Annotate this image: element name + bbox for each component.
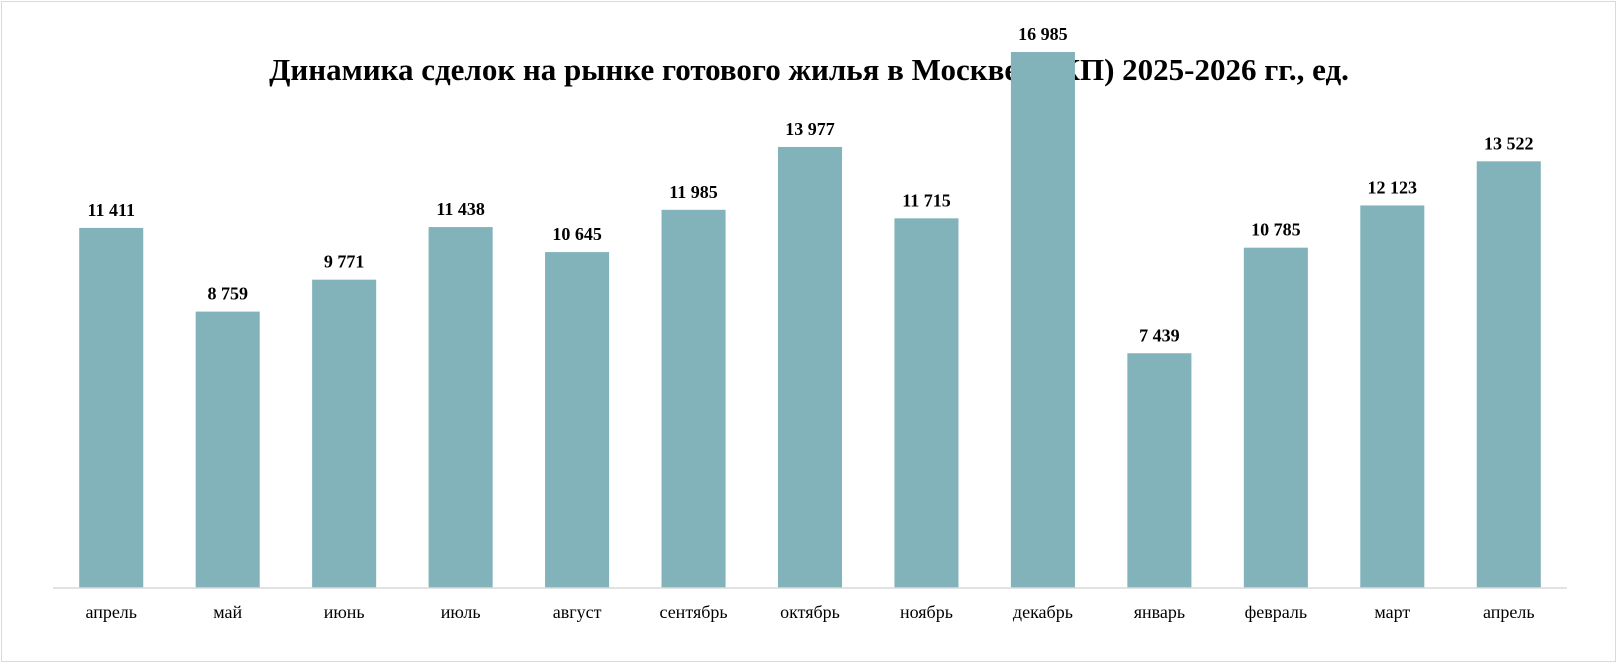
category-label: декабрь (1013, 602, 1073, 622)
bar (661, 209, 726, 588)
bar (428, 227, 493, 588)
data-label: 13 522 (1484, 133, 1534, 153)
category-label: июль (441, 602, 481, 622)
category-label: ноябрь (900, 602, 953, 622)
data-label: 13 977 (785, 119, 835, 139)
bar (1243, 247, 1308, 589)
data-label: 11 411 (87, 200, 135, 220)
category-label: сентябрь (659, 602, 727, 622)
data-label: 11 715 (902, 190, 951, 210)
category-label: февраль (1245, 602, 1308, 622)
category-label: октябрь (780, 602, 840, 622)
bar (1476, 161, 1541, 588)
category-label: май (213, 602, 242, 622)
data-label: 10 785 (1251, 220, 1301, 240)
data-label: 11 438 (436, 199, 485, 219)
bar (894, 218, 959, 588)
bar (1010, 52, 1075, 588)
category-label: апрель (1483, 602, 1535, 622)
category-label: январь (1134, 602, 1185, 622)
bar (195, 311, 260, 588)
chart-title: Динамика сделок на рынке готового жилья … (269, 52, 1349, 87)
category-label: апрель (85, 602, 137, 622)
data-label: 7 439 (1139, 325, 1180, 345)
bar (545, 252, 610, 588)
data-label: 16 985 (1018, 24, 1068, 44)
category-label: июнь (324, 602, 365, 622)
bar (1360, 205, 1425, 588)
bars-group (79, 52, 1541, 589)
bar (79, 227, 144, 589)
bar (312, 279, 377, 588)
data-label: 10 645 (552, 224, 602, 244)
category-labels-group: апрель май июнь июль август сентябрь октябрь но… (85, 602, 1534, 622)
category-label: март (1374, 602, 1410, 622)
category-label: август (553, 602, 602, 622)
data-label: 12 123 (1368, 177, 1418, 197)
data-label: 11 985 (669, 182, 718, 202)
data-labels-group: 11 411 8 759 9 771 11 438 10 645 11 985 13 977… (87, 24, 1533, 345)
data-label: 8 759 (207, 284, 248, 304)
data-label: 9 771 (324, 252, 365, 272)
bar (777, 146, 843, 588)
bar (1127, 353, 1192, 588)
